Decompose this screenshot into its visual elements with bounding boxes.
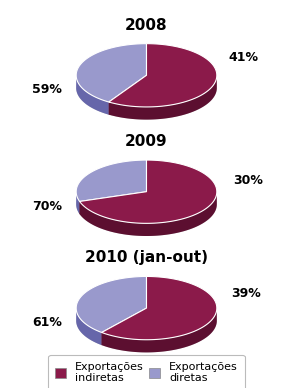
Polygon shape [76, 192, 80, 214]
Polygon shape [76, 308, 102, 345]
Polygon shape [76, 160, 146, 201]
Polygon shape [76, 76, 109, 115]
Text: 39%: 39% [231, 287, 261, 300]
Polygon shape [76, 289, 217, 352]
Polygon shape [102, 276, 217, 340]
Text: 2009: 2009 [125, 134, 168, 149]
Polygon shape [76, 43, 146, 102]
Polygon shape [102, 308, 217, 352]
Polygon shape [80, 192, 146, 214]
Polygon shape [76, 173, 217, 236]
Polygon shape [109, 75, 217, 120]
Text: 70%: 70% [32, 200, 62, 213]
Polygon shape [80, 192, 217, 236]
Text: 61%: 61% [32, 316, 62, 329]
Legend: Exportações
indiretas, Exportações
diretas: Exportações indiretas, Exportações diret… [48, 355, 245, 388]
Text: 2010 (jan-out): 2010 (jan-out) [85, 250, 208, 265]
Polygon shape [80, 160, 217, 223]
Polygon shape [109, 43, 217, 107]
Text: 30%: 30% [234, 174, 263, 187]
Polygon shape [102, 308, 146, 345]
Text: 2008: 2008 [125, 17, 168, 33]
Text: 41%: 41% [228, 51, 258, 64]
Polygon shape [76, 56, 217, 120]
Text: 59%: 59% [32, 83, 62, 96]
Polygon shape [109, 75, 146, 115]
Polygon shape [80, 192, 146, 214]
Polygon shape [109, 75, 146, 115]
Polygon shape [76, 276, 146, 333]
Polygon shape [102, 308, 146, 345]
